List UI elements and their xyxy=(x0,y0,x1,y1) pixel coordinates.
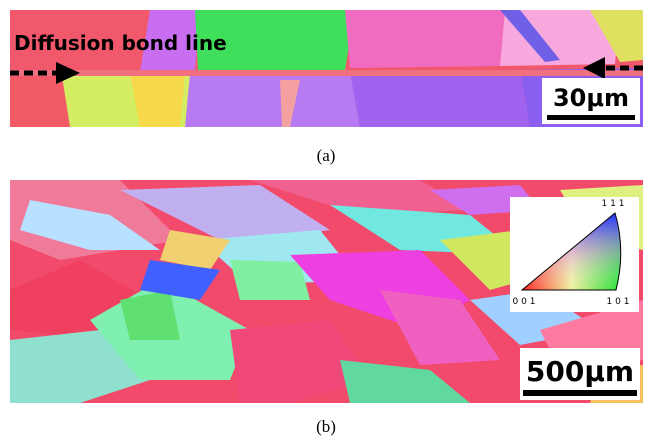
annotation: Diffusion bond line xyxy=(14,31,227,55)
legend-label: 0 0 1 xyxy=(513,297,536,307)
legend-label: 1 0 1 xyxy=(607,297,630,307)
figure: Diffusion bond line 30μm (a) 1 1 1 0 0 1… xyxy=(0,0,653,439)
caption: (b) xyxy=(316,417,336,436)
page: Diffusion bond line 30μm (a) 1 1 1 0 0 1… xyxy=(0,0,653,439)
scale-bar xyxy=(547,115,635,120)
legend-label: 1 1 1 xyxy=(602,199,625,209)
scale-label: 500μm xyxy=(526,355,634,388)
caption: (a) xyxy=(317,146,336,165)
scale-label: 30μm xyxy=(553,84,629,112)
scale-bar xyxy=(523,390,637,396)
